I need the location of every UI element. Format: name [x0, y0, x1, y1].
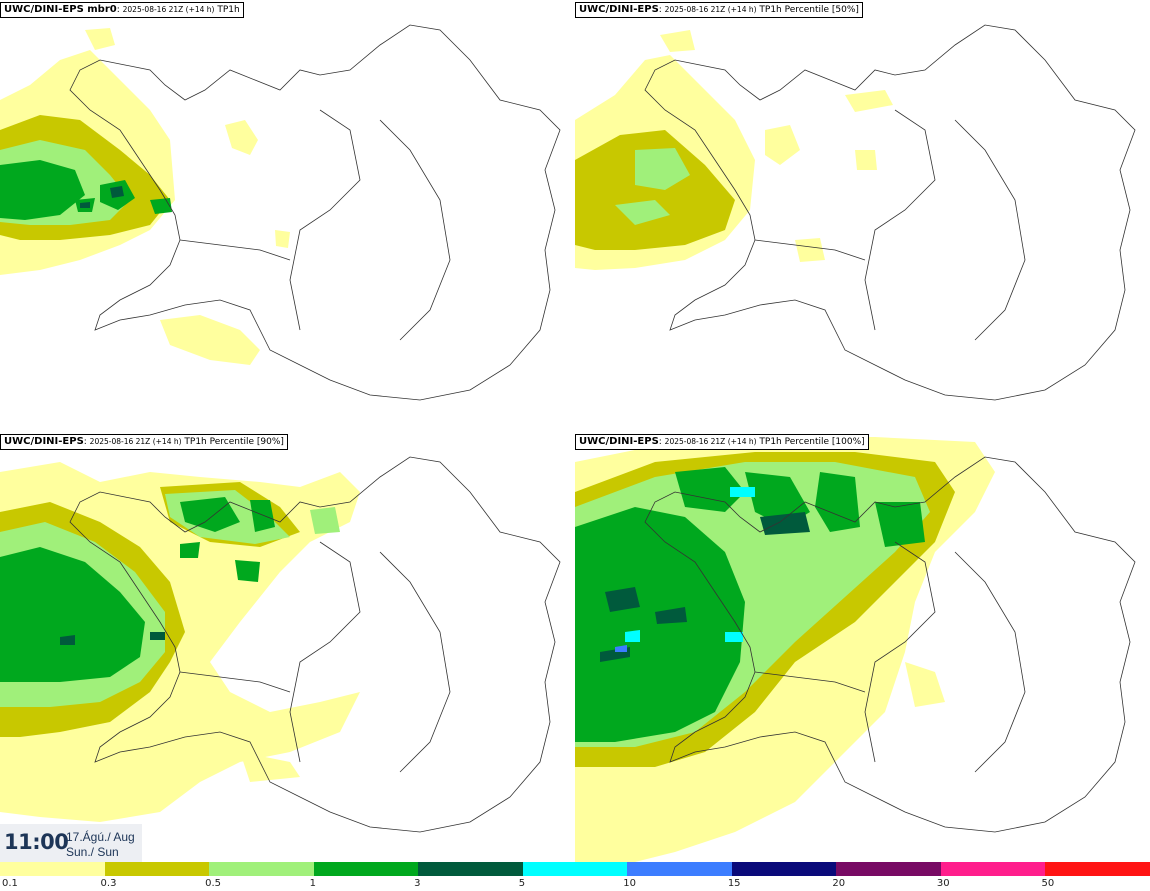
valid-date-line1: 17.Ágú./ Aug	[66, 830, 135, 844]
valid-time: 11:00	[4, 830, 69, 854]
precip-overlay	[0, 462, 360, 822]
legend-swatch	[522, 862, 628, 876]
legend-tick-label: 5	[518, 878, 526, 889]
valid-time-box: 11:00 17.Ágú./ Aug Sun./ Sun	[0, 824, 142, 862]
map-panel-p100: UWC/DINI-EPS: 2025-08-16 21Z (+14 h) TP1…	[575, 432, 1150, 862]
coastline	[69, 456, 561, 833]
precipitation-map	[0, 456, 561, 833]
legend-tick-label: 15	[727, 878, 741, 889]
legend-tick-label: 3	[414, 878, 421, 889]
precipitation-map	[575, 437, 1136, 862]
panel-title: UWC/DINI-EPS: 2025-08-16 21Z (+14 h) TP1…	[0, 434, 288, 450]
map-panel-mbr0: UWC/DINI-EPS mbr0: 2025-08-16 21Z (+14 h…	[0, 0, 575, 430]
coastline	[69, 24, 561, 401]
field-name: TP1h Percentile [50%]	[759, 5, 859, 15]
legend-tick-label: 1	[309, 878, 316, 889]
legend-tick-label: 30	[936, 878, 950, 889]
legend-tick-label: 0.1	[2, 878, 18, 889]
run-time: 2025-08-16 21Z (+14 h)	[664, 437, 757, 446]
panel-title: UWC/DINI-EPS: 2025-08-16 21Z (+14 h) TP1…	[575, 434, 869, 450]
coastline	[644, 24, 1136, 401]
precipitation-map	[0, 24, 561, 401]
run-time: 2025-08-16 21Z (+14 h)	[89, 437, 182, 446]
legend-swatch	[836, 862, 942, 876]
run-time: 2025-08-16 21Z (+14 h)	[664, 5, 757, 14]
precipitation-map	[575, 24, 1136, 401]
legend-swatch	[731, 862, 837, 876]
color-legend: 0.1 0.3 0.5 1 3 5 10 15 20 30 50	[0, 862, 1150, 891]
panel-title: UWC/DINI-EPS: 2025-08-16 21Z (+14 h) TP1…	[575, 2, 863, 18]
model-name: UWC/DINI-EPS	[579, 4, 659, 15]
precip-overlay	[575, 30, 893, 270]
field-name: TP1h	[217, 5, 240, 15]
coastline	[644, 456, 1136, 833]
legend-swatch	[1045, 862, 1150, 876]
map-panel-p50: UWC/DINI-EPS: 2025-08-16 21Z (+14 h) TP1…	[575, 0, 1150, 430]
legend-swatch	[627, 862, 733, 876]
valid-date-line2: Sun./ Sun	[66, 845, 119, 859]
run-time: 2025-08-16 21Z (+14 h)	[122, 5, 215, 14]
legend-tick-label: 50	[1041, 878, 1055, 889]
model-name: UWC/DINI-EPS mbr0	[4, 4, 117, 15]
map-panel-p90: UWC/DINI-EPS: 2025-08-16 21Z (+14 h) TP1…	[0, 432, 575, 862]
model-name: UWC/DINI-EPS	[4, 436, 84, 447]
legend-tick-label: 10	[623, 878, 636, 889]
legend-swatch	[940, 862, 1046, 876]
precip-overlay	[575, 437, 995, 862]
field-name: TP1h Percentile [100%]	[759, 437, 865, 447]
panel-title: UWC/DINI-EPS mbr0: 2025-08-16 21Z (+14 h…	[0, 2, 244, 18]
legend-swatch	[418, 862, 524, 876]
precip-overlay	[0, 28, 290, 365]
legend-tick-label: 20	[832, 878, 846, 889]
legend-swatch	[313, 862, 419, 876]
legend-swatch	[0, 862, 106, 876]
legend-tick-label: 0.3	[100, 878, 117, 889]
legend-tick-label: 0.5	[205, 878, 221, 889]
legend-swatch	[104, 862, 210, 876]
legend-swatch	[209, 862, 315, 876]
model-name: UWC/DINI-EPS	[579, 436, 659, 447]
field-name: TP1h Percentile [90%]	[184, 437, 284, 447]
